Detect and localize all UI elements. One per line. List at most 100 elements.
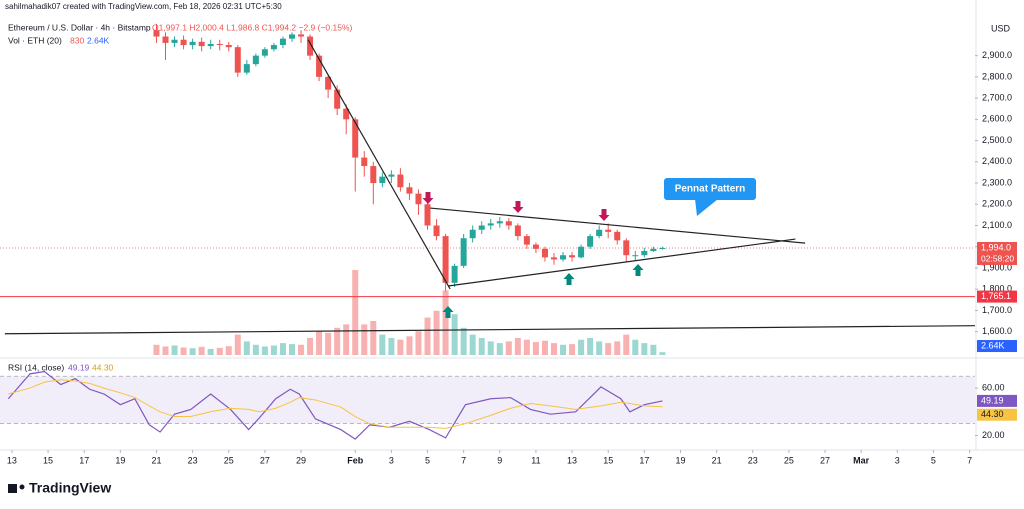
countdown-box	[977, 253, 1017, 265]
x-tick-label: 29	[296, 455, 306, 465]
volume-bar	[207, 348, 214, 355]
volume-bar	[433, 310, 440, 355]
volume-bar	[650, 344, 657, 355]
candle-body	[496, 221, 503, 224]
volume-bar	[171, 345, 178, 355]
y-tick-label: 1,800.0	[982, 284, 1012, 294]
volume-bar	[243, 341, 250, 355]
down-arrow	[422, 192, 434, 204]
support-price-box	[977, 290, 1017, 303]
volume-bar	[505, 341, 512, 355]
x-tick-label: 23	[748, 455, 758, 465]
rsi-value-box: 49.19	[981, 395, 1004, 405]
candle-body	[171, 39, 178, 43]
rsi-tick-label: 20.00	[982, 430, 1005, 440]
x-tick-label: 27	[260, 455, 270, 465]
candle-body	[153, 30, 160, 37]
x-tick-label: 19	[115, 455, 125, 465]
rsi-label: RSI (14, close)	[8, 362, 64, 372]
volume-bar	[162, 346, 169, 355]
candle-body	[433, 225, 440, 237]
candle-body	[442, 236, 449, 283]
volume-bar	[541, 340, 548, 355]
volume-bar	[298, 344, 305, 355]
x-tick-label: Feb	[347, 455, 364, 465]
x-tick-label: 15	[43, 455, 53, 465]
trendline	[307, 39, 451, 290]
volume-last: 830	[70, 35, 84, 45]
candle-body	[587, 236, 594, 247]
candle-body	[388, 174, 395, 177]
candle-body	[298, 34, 305, 37]
candle-body	[650, 248, 657, 251]
logo-mark	[8, 484, 17, 493]
x-tick-label: 5	[931, 455, 936, 465]
volume-bar	[442, 290, 449, 355]
volume-bar	[578, 339, 585, 355]
volume-bar	[361, 324, 368, 355]
candle-body	[560, 255, 567, 260]
volume-ma-label: 2.64K	[87, 35, 110, 45]
candle-body	[162, 36, 169, 43]
title: Ethereum / U.S. Dollar · 4h · Bitstamp	[8, 22, 151, 32]
candle-body	[343, 108, 350, 120]
candle-body	[451, 265, 458, 283]
volume-bar	[560, 344, 567, 355]
x-tick-label: 3	[389, 455, 394, 465]
volume-bar	[496, 343, 503, 355]
volume-bar	[415, 331, 422, 355]
logo-mark	[19, 484, 25, 490]
y-tick-label: 2,100.0	[982, 220, 1012, 230]
volume-bar	[352, 270, 359, 355]
rsi-line	[8, 379, 663, 429]
countdown: 02:58:20	[981, 254, 1014, 264]
volume-label: Vol · ETH (20)	[8, 35, 62, 45]
y-tick-label: 2,800.0	[982, 71, 1012, 81]
candle-body	[623, 240, 630, 256]
ohlc: O1,997.1 H2,000.4 L1,986.8 C1,994.2 −2.9…	[152, 22, 353, 32]
x-tick-label: 15	[603, 455, 613, 465]
up-arrow	[632, 264, 644, 276]
candle-body	[569, 255, 576, 258]
candle-body	[252, 55, 259, 65]
x-tick-label: 21	[712, 455, 722, 465]
candle-body	[460, 238, 467, 266]
candle-body	[370, 166, 377, 184]
rsi-line	[7, 370, 663, 440]
candle-body	[415, 193, 422, 205]
volume-bar	[460, 327, 467, 355]
x-tick-label: 7	[967, 455, 972, 465]
candle-body	[532, 244, 539, 249]
candle-body	[478, 225, 485, 230]
candle-body	[397, 174, 404, 188]
volume-bar	[569, 344, 576, 355]
callout-box	[664, 178, 756, 200]
volume-bar	[370, 321, 377, 355]
x-tick-label: 27	[820, 455, 830, 465]
x-tick-label: 23	[188, 455, 198, 465]
volume-bar	[261, 346, 268, 355]
logo: TradingView	[8, 480, 111, 496]
volume-bar	[397, 339, 404, 355]
volume-bar	[550, 343, 557, 355]
volume-bar	[451, 314, 458, 355]
y-tick-label: 2,700.0	[982, 92, 1012, 102]
volume-bar	[198, 346, 205, 355]
candle-body	[614, 231, 621, 241]
candle-body	[316, 55, 323, 77]
up-arrow	[563, 273, 575, 285]
volume-bar	[288, 344, 295, 355]
volume-bar	[596, 341, 603, 355]
volume-bar	[334, 327, 341, 355]
candle-body	[632, 255, 639, 257]
volume-bar	[379, 334, 386, 355]
candle-body	[225, 45, 232, 48]
x-tick-label: 11	[531, 455, 540, 465]
y-tick-label: 2,900.0	[982, 50, 1012, 60]
volume-bar	[216, 347, 223, 355]
volume-bar	[234, 334, 241, 355]
volume-bar	[659, 352, 666, 355]
candle-body	[261, 49, 268, 56]
trendline	[4, 325, 976, 335]
candle-body	[659, 247, 666, 249]
